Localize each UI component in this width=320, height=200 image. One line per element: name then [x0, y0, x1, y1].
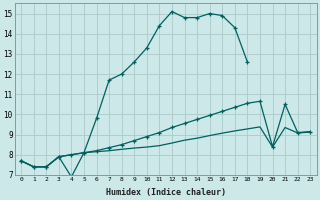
- X-axis label: Humidex (Indice chaleur): Humidex (Indice chaleur): [106, 188, 226, 197]
